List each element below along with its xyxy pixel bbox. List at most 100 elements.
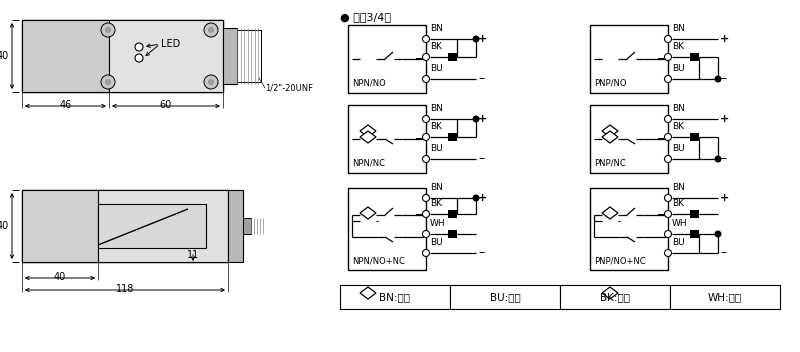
Text: –: – bbox=[720, 246, 726, 259]
Bar bbox=[22, 190, 98, 262]
Text: +: + bbox=[478, 193, 487, 203]
Text: NPN/NO+NC: NPN/NO+NC bbox=[352, 256, 405, 265]
Circle shape bbox=[422, 210, 430, 218]
Polygon shape bbox=[360, 125, 376, 137]
Polygon shape bbox=[360, 131, 376, 143]
Circle shape bbox=[422, 115, 430, 122]
Bar bbox=[448, 230, 457, 238]
Bar bbox=[590, 105, 668, 173]
Text: NPN/NC: NPN/NC bbox=[352, 159, 385, 168]
Bar bbox=[690, 230, 699, 238]
Bar bbox=[560, 285, 670, 309]
Text: BN: BN bbox=[430, 183, 443, 192]
Text: PNP/NC: PNP/NC bbox=[594, 159, 626, 168]
Text: BK: BK bbox=[672, 122, 684, 131]
Circle shape bbox=[204, 75, 218, 89]
Text: –: – bbox=[478, 73, 484, 86]
Bar bbox=[348, 25, 426, 93]
Circle shape bbox=[473, 115, 479, 122]
Bar bbox=[340, 285, 450, 309]
Text: WH: WH bbox=[672, 219, 688, 228]
Circle shape bbox=[135, 54, 143, 62]
Text: NPN/NO: NPN/NO bbox=[352, 79, 386, 88]
Circle shape bbox=[665, 133, 671, 140]
Bar bbox=[22, 20, 109, 92]
Circle shape bbox=[665, 231, 671, 238]
Bar bbox=[109, 20, 223, 92]
Text: BU: BU bbox=[672, 238, 685, 247]
Text: BU: BU bbox=[672, 64, 685, 73]
Circle shape bbox=[422, 54, 430, 61]
Circle shape bbox=[665, 36, 671, 43]
Bar bbox=[243, 218, 251, 234]
Text: BK: BK bbox=[672, 199, 684, 208]
Text: –: – bbox=[720, 73, 726, 86]
Circle shape bbox=[422, 156, 430, 163]
Text: +: + bbox=[478, 114, 487, 124]
Circle shape bbox=[665, 54, 671, 61]
Circle shape bbox=[209, 27, 214, 32]
Circle shape bbox=[422, 133, 430, 140]
Text: BU:兰色: BU:兰色 bbox=[490, 292, 520, 302]
Text: +: + bbox=[720, 114, 730, 124]
Circle shape bbox=[665, 195, 671, 201]
Text: BK:黑色: BK:黑色 bbox=[600, 292, 630, 302]
Text: BN:棕色: BN:棕色 bbox=[379, 292, 410, 302]
Bar bbox=[223, 28, 237, 84]
Circle shape bbox=[714, 231, 722, 238]
Text: BN: BN bbox=[672, 24, 685, 33]
Circle shape bbox=[665, 115, 671, 122]
Bar bbox=[690, 210, 699, 218]
Circle shape bbox=[106, 80, 110, 84]
Circle shape bbox=[665, 75, 671, 82]
Bar bbox=[450, 285, 560, 309]
Text: BN: BN bbox=[430, 24, 443, 33]
Bar bbox=[448, 210, 457, 218]
Text: BK: BK bbox=[430, 122, 442, 131]
Bar bbox=[690, 133, 699, 141]
Circle shape bbox=[422, 36, 430, 43]
Text: ● 直流3/4线: ● 直流3/4线 bbox=[340, 12, 391, 22]
Circle shape bbox=[422, 75, 430, 82]
Text: 118: 118 bbox=[116, 284, 134, 294]
Text: BU: BU bbox=[430, 238, 442, 247]
Circle shape bbox=[714, 75, 722, 82]
Text: LED: LED bbox=[161, 39, 180, 49]
Text: BK: BK bbox=[672, 42, 684, 51]
Circle shape bbox=[665, 250, 671, 257]
Text: BN: BN bbox=[430, 104, 443, 113]
Circle shape bbox=[665, 156, 671, 163]
Text: PNP/NO: PNP/NO bbox=[594, 79, 626, 88]
Circle shape bbox=[422, 231, 430, 238]
Text: WH:白色: WH:白色 bbox=[708, 292, 742, 302]
Text: BK: BK bbox=[430, 42, 442, 51]
Circle shape bbox=[714, 156, 722, 163]
Circle shape bbox=[101, 23, 115, 37]
Bar bbox=[237, 30, 261, 82]
Text: WH: WH bbox=[430, 219, 446, 228]
Polygon shape bbox=[602, 287, 618, 299]
Circle shape bbox=[422, 195, 430, 201]
Polygon shape bbox=[602, 131, 618, 143]
Circle shape bbox=[665, 210, 671, 218]
Circle shape bbox=[209, 80, 214, 84]
Text: PNP/NO+NC: PNP/NO+NC bbox=[594, 256, 646, 265]
Text: BU: BU bbox=[672, 144, 685, 153]
Circle shape bbox=[204, 23, 218, 37]
Circle shape bbox=[106, 27, 110, 32]
Bar bbox=[22, 20, 223, 92]
Text: 40: 40 bbox=[0, 221, 9, 231]
Text: +: + bbox=[478, 34, 487, 44]
Text: 1/2"-20UNF: 1/2"-20UNF bbox=[265, 83, 313, 93]
Text: +: + bbox=[720, 34, 730, 44]
Text: BN: BN bbox=[672, 104, 685, 113]
Bar bbox=[670, 285, 780, 309]
Text: BU: BU bbox=[430, 144, 442, 153]
Bar bbox=[448, 53, 457, 61]
Bar bbox=[590, 25, 668, 93]
Bar bbox=[22, 190, 228, 262]
Bar bbox=[690, 53, 699, 61]
Text: +: + bbox=[720, 193, 730, 203]
Polygon shape bbox=[360, 287, 376, 299]
Circle shape bbox=[422, 250, 430, 257]
